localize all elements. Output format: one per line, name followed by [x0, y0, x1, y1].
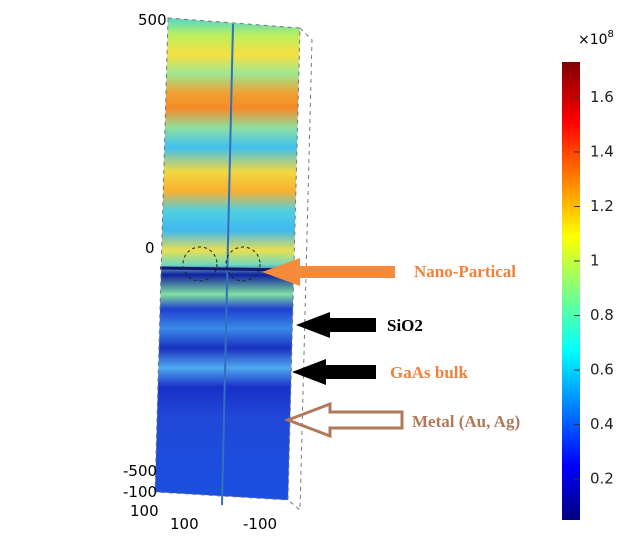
colorbar-tick-label: 1 — [590, 252, 600, 270]
axis-label: -500 — [123, 462, 157, 480]
axis-label: 0 — [145, 239, 155, 257]
colorbar-tick-label: 0.4 — [590, 415, 614, 433]
annotation: Nano-Partical — [414, 262, 516, 281]
axis-label: -100 — [243, 515, 277, 533]
annotation: GaAs bulk — [390, 363, 468, 382]
colorbar-tick-label: 0.8 — [590, 306, 614, 324]
axis-label: -100 — [123, 483, 157, 501]
colorbar-multiplier: ×108 — [578, 29, 614, 48]
annotations: Nano-Partical SiO2 GaAs bulk Metal (Au, … — [387, 262, 520, 431]
field-plot — [150, 15, 312, 510]
axis-label: 500 — [138, 11, 167, 29]
figure: 500 0 -500 -100 100 100 -100 Nano-Partic… — [0, 0, 629, 539]
multiplier-base: ×10 — [578, 32, 608, 48]
colorbar-tick-label: 0.2 — [590, 470, 614, 488]
axis-label: 100 — [130, 502, 159, 520]
colorbar-tick-label: 0.6 — [590, 361, 614, 379]
annotation: Metal (Au, Ag) — [412, 412, 520, 431]
colorbar-tick-label: 1.4 — [590, 142, 614, 160]
colorbar-scale — [562, 62, 580, 520]
colorbar-tick-label: 1.2 — [590, 197, 614, 215]
axis-label: 100 — [170, 515, 199, 533]
annotation: SiO2 — [387, 316, 423, 335]
colorbar: ×108 1.6 1.4 1.2 1 0.8 0.6 0.4 0.2 — [562, 29, 614, 520]
colorbar-tick-label: 1.6 — [590, 88, 614, 106]
multiplier-exponent: 8 — [608, 29, 614, 40]
